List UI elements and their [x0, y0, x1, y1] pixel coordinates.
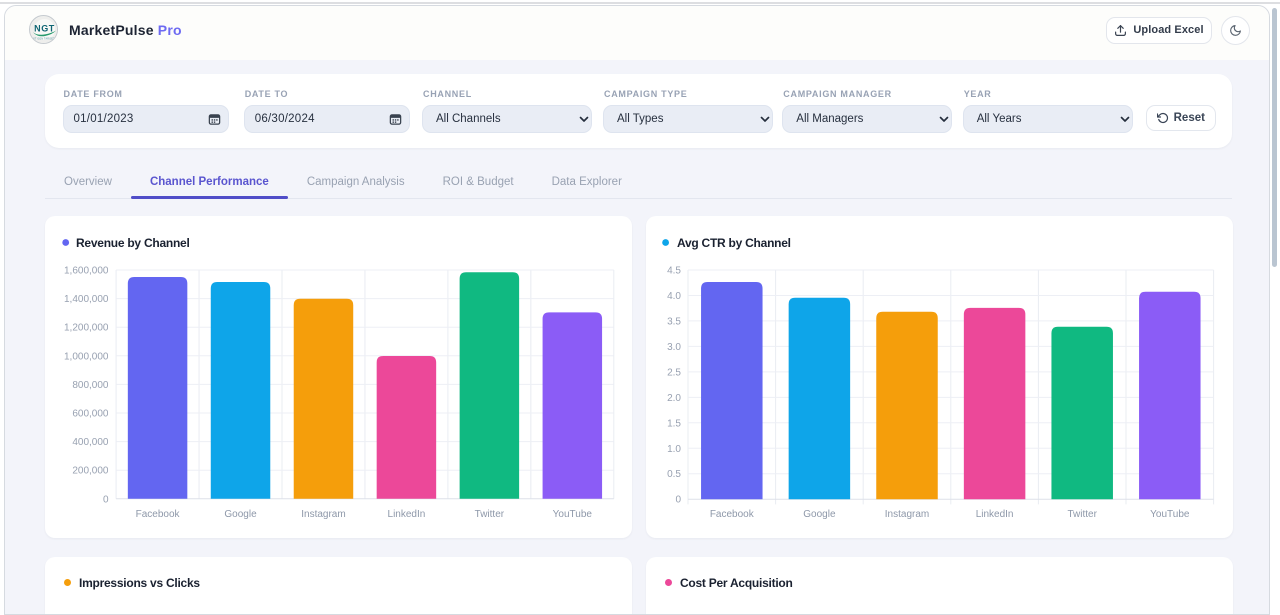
svg-text:NGT: NGT: [34, 24, 55, 34]
svg-text:YouTube: YouTube: [553, 509, 593, 520]
svg-text:400,000: 400,000: [72, 437, 109, 448]
svg-text:Instagram: Instagram: [885, 509, 929, 520]
svg-text:1,200,000: 1,200,000: [64, 323, 109, 334]
svg-text:Revenue by Channel: Revenue by Channel: [76, 236, 190, 250]
svg-text:2.0: 2.0: [667, 393, 681, 404]
svg-text:1.0: 1.0: [667, 444, 681, 455]
svg-text:3.0: 3.0: [667, 342, 681, 353]
svg-text:Instagram: Instagram: [301, 509, 345, 520]
svg-text:Facebook: Facebook: [710, 509, 755, 520]
svg-text:600,000: 600,000: [72, 409, 109, 420]
svg-text:Avg CTR by Channel: Avg CTR by Channel: [677, 236, 791, 250]
svg-text:Google: Google: [224, 509, 257, 520]
svg-text:4.5: 4.5: [667, 266, 681, 277]
svg-text:1,600,000: 1,600,000: [64, 266, 109, 277]
svg-text:3.5: 3.5: [667, 316, 681, 327]
svg-text:0: 0: [675, 495, 681, 506]
svg-text:Facebook: Facebook: [136, 509, 181, 520]
svg-text:200,000: 200,000: [72, 466, 109, 477]
svg-text:LinkedIn: LinkedIn: [976, 509, 1014, 520]
svg-text:NEXT GEN TARGETING: NEXT GEN TARGETING: [30, 38, 58, 41]
svg-text:4.0: 4.0: [667, 291, 681, 302]
svg-text:Twitter: Twitter: [475, 509, 505, 520]
svg-text:0.5: 0.5: [667, 469, 681, 480]
svg-text:LinkedIn: LinkedIn: [388, 509, 426, 520]
svg-text:0: 0: [103, 494, 109, 505]
svg-text:Google: Google: [803, 509, 836, 520]
svg-text:1,000,000: 1,000,000: [64, 351, 109, 362]
svg-text:2.5: 2.5: [667, 367, 681, 378]
svg-text:Twitter: Twitter: [1067, 509, 1097, 520]
svg-text:YouTube: YouTube: [1150, 509, 1190, 520]
svg-text:1.5: 1.5: [667, 418, 681, 429]
svg-text:800,000: 800,000: [72, 380, 109, 391]
svg-text:1,400,000: 1,400,000: [64, 294, 109, 305]
